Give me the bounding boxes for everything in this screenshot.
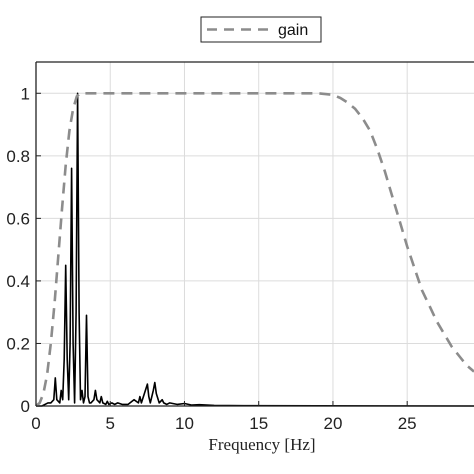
y-tick-label: 0.4 <box>6 272 30 291</box>
x-tick-label: 15 <box>249 414 268 433</box>
x-tick-label: 0 <box>31 414 40 433</box>
legend-label-gain: gain <box>278 22 308 39</box>
x-tick-label: 5 <box>106 414 115 433</box>
plot-background <box>36 62 474 406</box>
x-tick-label: 20 <box>323 414 342 433</box>
y-tick-label: 0 <box>21 397 30 416</box>
ticks: 0 5 10 15 20 25 0 0.2 0.4 0.6 0.8 1 <box>6 84 416 433</box>
axes <box>35 61 474 407</box>
y-tick-label: 0.6 <box>6 209 30 228</box>
grid <box>36 62 474 406</box>
series-layer <box>35 92 474 407</box>
x-tick-label: 25 <box>398 414 417 433</box>
y-tick-label: 1 <box>21 84 30 103</box>
x-tick-label: 10 <box>175 414 194 433</box>
y-tick-label: 0.2 <box>6 334 30 353</box>
y-tick-label: 0.8 <box>6 147 30 166</box>
series-line-spectrum <box>36 92 474 407</box>
x-axis-label: Frequency [Hz] <box>208 435 315 454</box>
legend: gain <box>200 16 322 43</box>
